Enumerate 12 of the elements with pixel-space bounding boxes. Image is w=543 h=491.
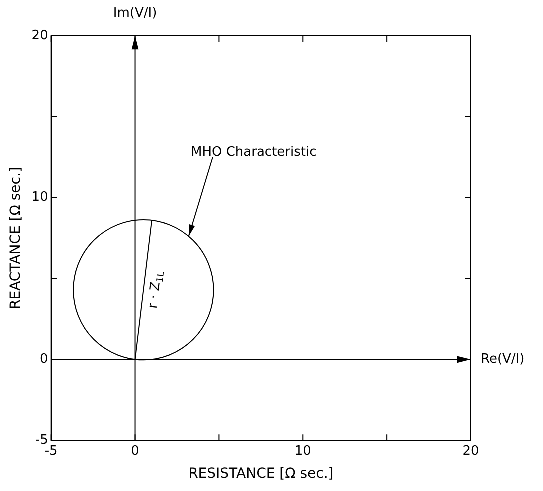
- y-tick-label: 10: [32, 190, 48, 206]
- x-axis-title: RESISTANCE [Ω sec.]: [188, 466, 334, 482]
- x-tick-label: 20: [462, 444, 480, 459]
- ref-line-label: Re(V/I): [481, 352, 525, 368]
- ref-line-label: Im(V/I): [113, 6, 158, 21]
- y-tick-label: 0: [40, 352, 48, 368]
- y-axis-title: REACTANCE [Ω sec.]: [8, 167, 24, 310]
- x-tick-label: 10: [294, 444, 312, 459]
- y-tick-label: 20: [32, 28, 48, 44]
- x-tick-label: 0: [131, 444, 140, 459]
- annotation: r · Z1L: [146, 270, 168, 310]
- annotation: MHO Characteristic: [190, 144, 317, 160]
